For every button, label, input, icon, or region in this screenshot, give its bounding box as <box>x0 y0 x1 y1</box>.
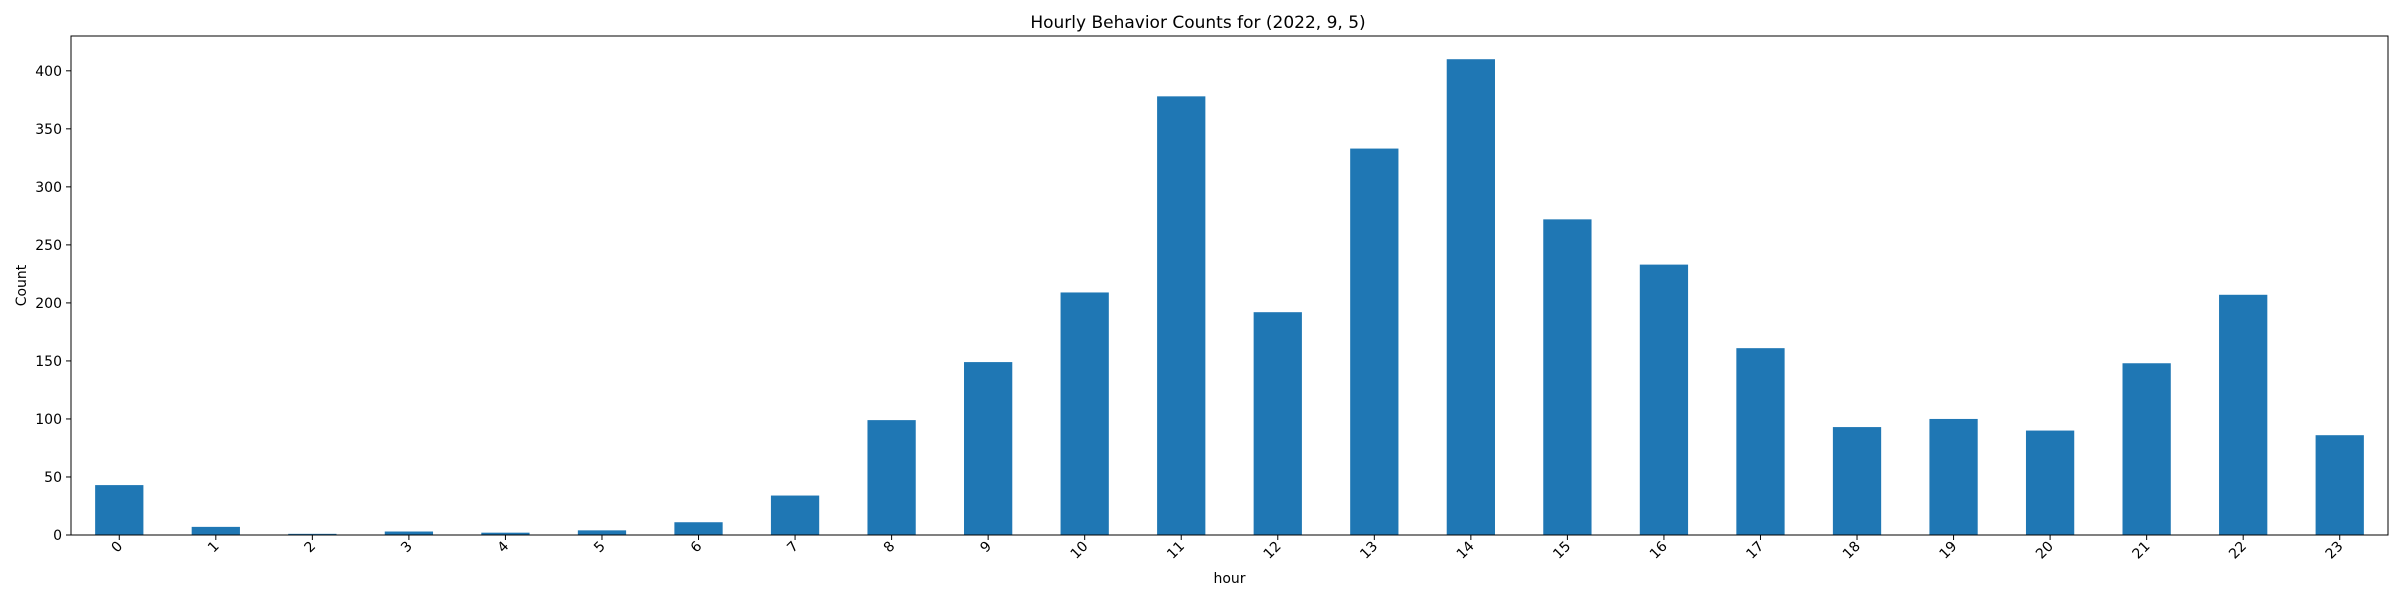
y-axis-label: Count <box>14 264 30 306</box>
x-tick-label: 14 <box>1454 538 1478 562</box>
bar-hour-6 <box>674 522 723 535</box>
bar-hour-13 <box>1350 148 1399 535</box>
y-tick-label: 350 <box>35 122 62 138</box>
bar-hour-15 <box>1543 219 1592 535</box>
bar-hour-22 <box>2219 294 2268 535</box>
y-tick-label: 100 <box>35 412 62 428</box>
bar-hour-21 <box>2122 363 2171 535</box>
bar-hour-0 <box>95 485 144 535</box>
x-tick-label: 19 <box>1936 539 1960 563</box>
x-tick-label: 18 <box>1840 539 1864 563</box>
bar-hour-2 <box>288 533 337 535</box>
x-tick-label: 17 <box>1743 539 1767 563</box>
x-tick-label: 2 <box>302 539 320 557</box>
plot-frame <box>70 35 2389 536</box>
x-tick-label: 21 <box>2130 539 2154 563</box>
x-tick-label: 6 <box>688 538 706 556</box>
y-tick-label: 400 <box>35 64 62 80</box>
bar-hour-10 <box>1060 292 1109 535</box>
bar-hour-20 <box>2025 430 2075 535</box>
x-tick-label: 11 <box>1164 539 1188 563</box>
bar-hour-14 <box>1446 59 1495 536</box>
y-tick-label: 150 <box>35 354 62 370</box>
bar-hour-12 <box>1253 312 1302 535</box>
x-tick-label: 7 <box>784 539 802 557</box>
bar-hour-19 <box>1929 418 1978 535</box>
bar-hour-4 <box>481 532 530 535</box>
bar-hour-17 <box>1736 348 1785 535</box>
bars-group <box>95 59 2364 536</box>
x-tick-label: 4 <box>495 538 513 556</box>
bar-hour-16 <box>1639 264 1689 535</box>
bar-hour-5 <box>577 530 627 535</box>
x-tick-label: 22 <box>2226 539 2250 563</box>
x-tick-label: 5 <box>591 539 609 557</box>
bar-hour-3 <box>384 531 434 535</box>
x-tick-label: 3 <box>398 539 416 557</box>
x-tick-label: 10 <box>1068 539 1092 563</box>
bar-hour-1 <box>191 526 240 535</box>
y-tick-label: 200 <box>35 296 62 312</box>
x-tick-label: 20 <box>2033 539 2057 563</box>
bar-hour-18 <box>1832 427 1882 535</box>
x-tick-label: 23 <box>2323 539 2347 563</box>
x-tick-label: 0 <box>108 539 126 557</box>
x-tick-label: 9 <box>977 539 995 557</box>
y-axis: 0 50 100 150 200 250 300 350 400 <box>35 64 71 544</box>
x-tick-label: 1 <box>205 539 223 557</box>
x-tick-label: 12 <box>1261 539 1285 563</box>
bar-hour-11 <box>1157 96 1206 536</box>
y-tick-label: 50 <box>44 470 62 486</box>
bar-hour-23 <box>2315 435 2364 535</box>
x-tick-label: 16 <box>1647 538 1671 562</box>
bar-hour-9 <box>964 362 1013 535</box>
y-tick-label: 300 <box>35 180 62 196</box>
x-axis: 0 1 2 3 4 5 6 7 8 9 10 11 12 13 14 15 16 17 18 19 20 21 22 23 <box>108 535 2347 563</box>
y-tick-label: 250 <box>35 238 62 254</box>
x-tick-label: 8 <box>881 539 899 557</box>
x-tick-label: 13 <box>1357 539 1381 563</box>
bar-hour-8 <box>867 420 916 535</box>
x-axis-label: hour <box>1213 571 1245 587</box>
bar-hour-7 <box>770 495 820 535</box>
chart-title: Hourly Behavior Counts for (2022, 9, 5) <box>1030 13 1365 33</box>
y-tick-label: 0 <box>53 528 62 544</box>
x-tick-label: 15 <box>1550 539 1574 563</box>
